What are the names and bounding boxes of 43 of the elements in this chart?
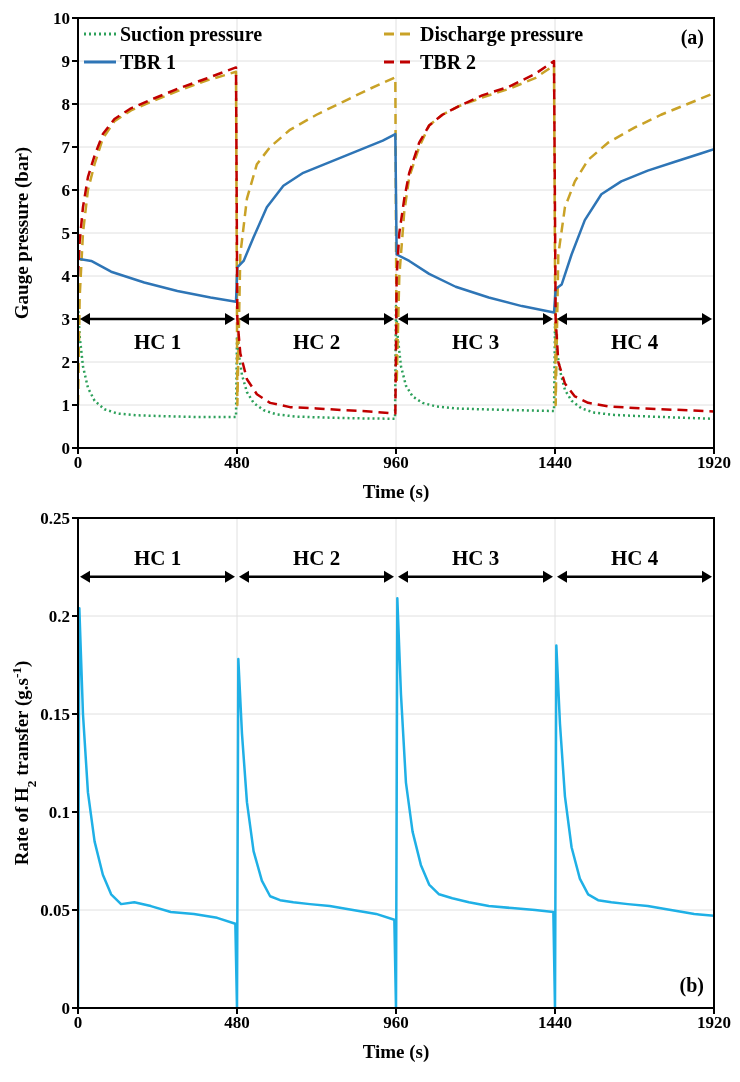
y-tick-label: 5: [61, 224, 70, 244]
y-tick-label: 0.25: [40, 509, 70, 529]
line-series: [78, 597, 714, 1008]
y-axis-title: Gauge pressure (bar): [11, 146, 33, 320]
x-tick-label: 1920: [697, 453, 731, 473]
y-tick-label: 0: [61, 999, 70, 1019]
y-tick-label: 4: [61, 267, 71, 287]
annotation: HC 4: [610, 330, 659, 354]
y-tick-label: 1: [61, 396, 70, 416]
annotation: HC 2: [292, 545, 341, 570]
y-tick-label: 9: [61, 52, 70, 72]
y-tick-label: 7: [61, 138, 71, 158]
x-tick-label: 960: [383, 1013, 409, 1033]
annotation: (a): [680, 26, 704, 49]
annotation: HC 3: [451, 545, 500, 570]
legend-label: Suction pressure: [120, 23, 263, 46]
y-tick-label: 0.05: [40, 901, 70, 921]
x-axis-title: Time (s): [362, 1041, 430, 1063]
legend-label: TBR 1: [120, 51, 177, 73]
x-tick-label: 960: [383, 453, 409, 473]
annotation: HC 1: [133, 545, 182, 570]
x-tick-label: 480: [224, 1013, 250, 1033]
y-tick-label: 8: [61, 95, 70, 115]
y-tick-label: 0.1: [48, 803, 70, 823]
legend-label: TBR 2: [420, 51, 477, 73]
x-axis-title: Time (s): [362, 481, 430, 503]
annotation: HC 3: [451, 330, 500, 354]
x-tick-label: 480: [224, 453, 250, 473]
annotation: HC 2: [292, 330, 341, 354]
y-tick-label: 6: [61, 181, 70, 201]
legend-label: Discharge pressure: [420, 23, 584, 46]
x-tick-label: 1440: [538, 1013, 572, 1033]
annotation: HC 1: [133, 330, 182, 354]
annotation: (b): [679, 974, 704, 997]
x-tick-label: 1440: [538, 453, 572, 473]
y-tick-label: 0.2: [48, 607, 70, 627]
y-tick-label: 0.15: [40, 705, 70, 725]
y-tick-label: 10: [53, 9, 70, 29]
y-tick-label: 3: [61, 310, 70, 330]
annotation: HC 4: [610, 545, 659, 570]
y-tick-label: 2: [61, 353, 70, 373]
x-tick-label: 1920: [697, 1013, 731, 1033]
y-tick-label: 0: [61, 439, 70, 459]
